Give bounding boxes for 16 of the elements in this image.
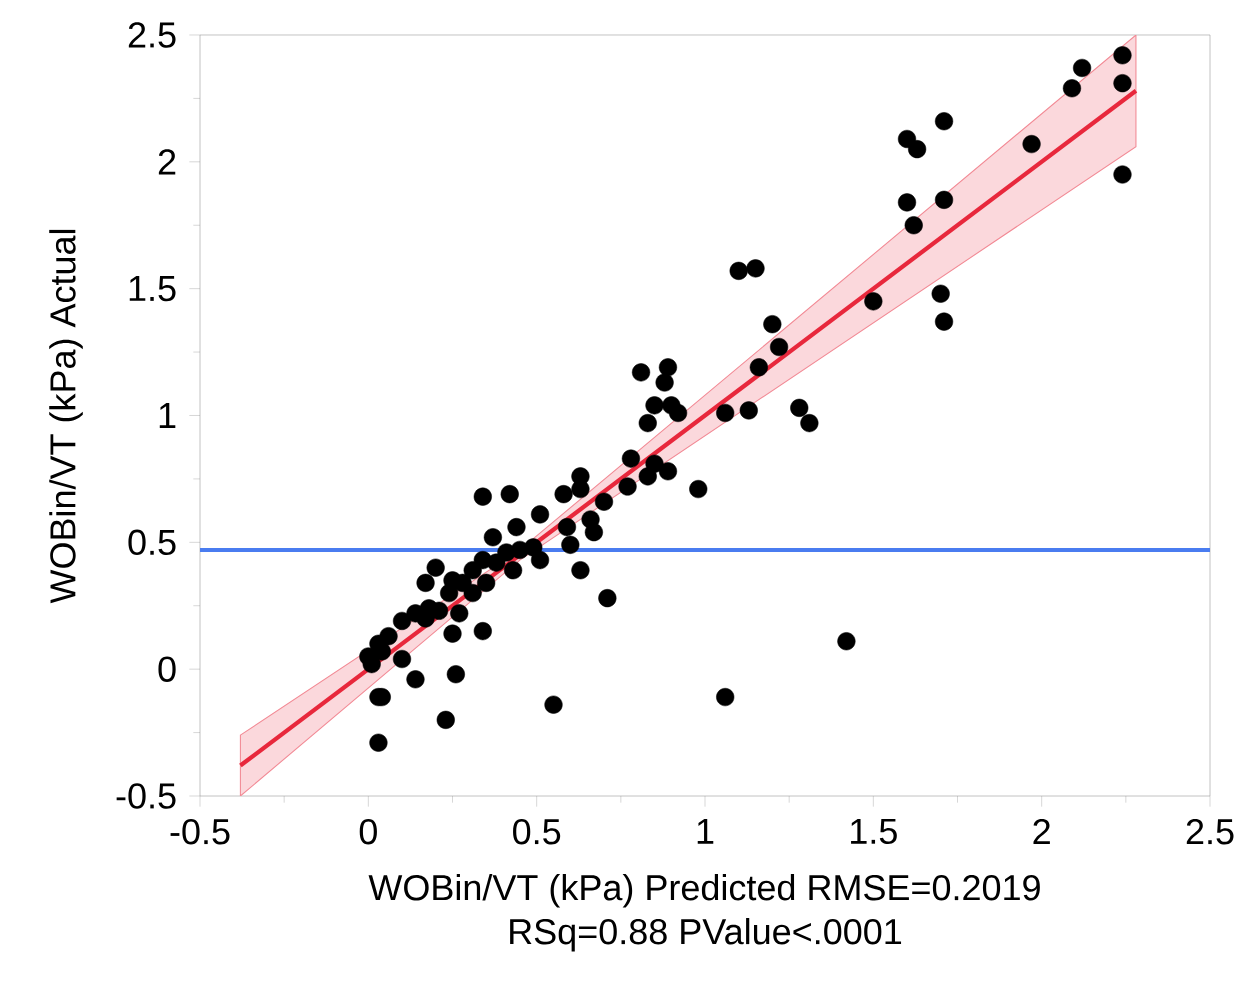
- x-tick-label: 0.5: [513, 818, 561, 845]
- x-tick-label: 1.5: [851, 818, 897, 845]
- x-axis-title: WOBin/VT (kPa) Predicted RMSE=0.2019: [368, 874, 1040, 908]
- y-tick-label: 2: [158, 149, 176, 175]
- y-tick-label: 1.5: [129, 276, 176, 302]
- text: RSq=0.88 PValue<.0001: [510, 918, 902, 952]
- y-tick-label: 1: [159, 403, 176, 428]
- y-tick-label: 2.5: [128, 22, 176, 48]
- y-tick-label: 0: [158, 656, 176, 682]
- y-axis-title: WOBin/VT (kPa) Actual: [49, 229, 83, 604]
- y-tick-label: 0.5: [128, 529, 176, 556]
- y-tick-label: -0.5: [116, 783, 176, 809]
- x-tick-label: 2: [1033, 818, 1050, 845]
- x-tick-label: 2.5: [1186, 818, 1234, 845]
- x-tick-label: 0: [359, 818, 377, 845]
- x-tick-label: 1: [697, 818, 714, 844]
